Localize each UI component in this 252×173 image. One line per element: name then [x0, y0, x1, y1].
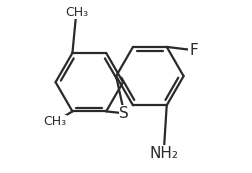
- Text: F: F: [188, 43, 197, 58]
- Text: CH₃: CH₃: [65, 6, 87, 19]
- Text: S: S: [119, 106, 129, 121]
- Text: NH₂: NH₂: [149, 146, 177, 161]
- Text: CH₃: CH₃: [43, 115, 66, 129]
